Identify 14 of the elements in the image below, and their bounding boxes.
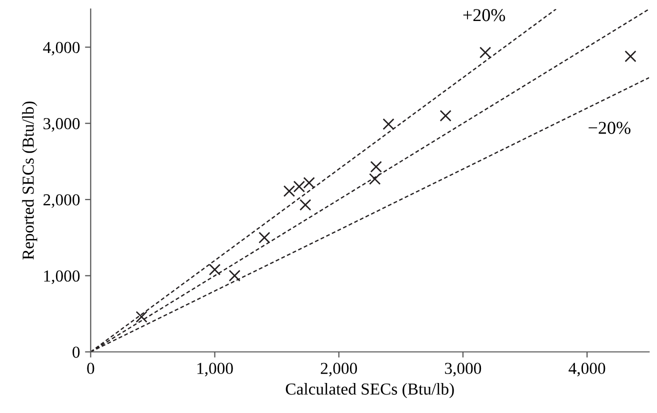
x-axis-title: Calculated SECs (Btu/lb) xyxy=(286,382,454,398)
x-tick-label: 0 xyxy=(87,362,94,374)
y-tick-label: 4,000 xyxy=(43,42,80,56)
y-axis-title: Reported SECs (Btu/lb) xyxy=(22,102,38,260)
x-tick-label: 3,000 xyxy=(445,362,482,376)
y-tick-label: 3,000 xyxy=(44,118,80,132)
series-label: −20% xyxy=(588,122,630,134)
x-tick-label: 1,000 xyxy=(197,362,233,376)
x-tick-label: 2,000 xyxy=(320,362,357,376)
y-tick-label: 0 xyxy=(72,346,80,358)
x-tick-label: 4,000 xyxy=(568,362,606,376)
y-tick-label: 2,000 xyxy=(43,194,80,208)
y-tick-label: 1,000 xyxy=(44,270,80,284)
series-label: +20% xyxy=(463,9,506,22)
